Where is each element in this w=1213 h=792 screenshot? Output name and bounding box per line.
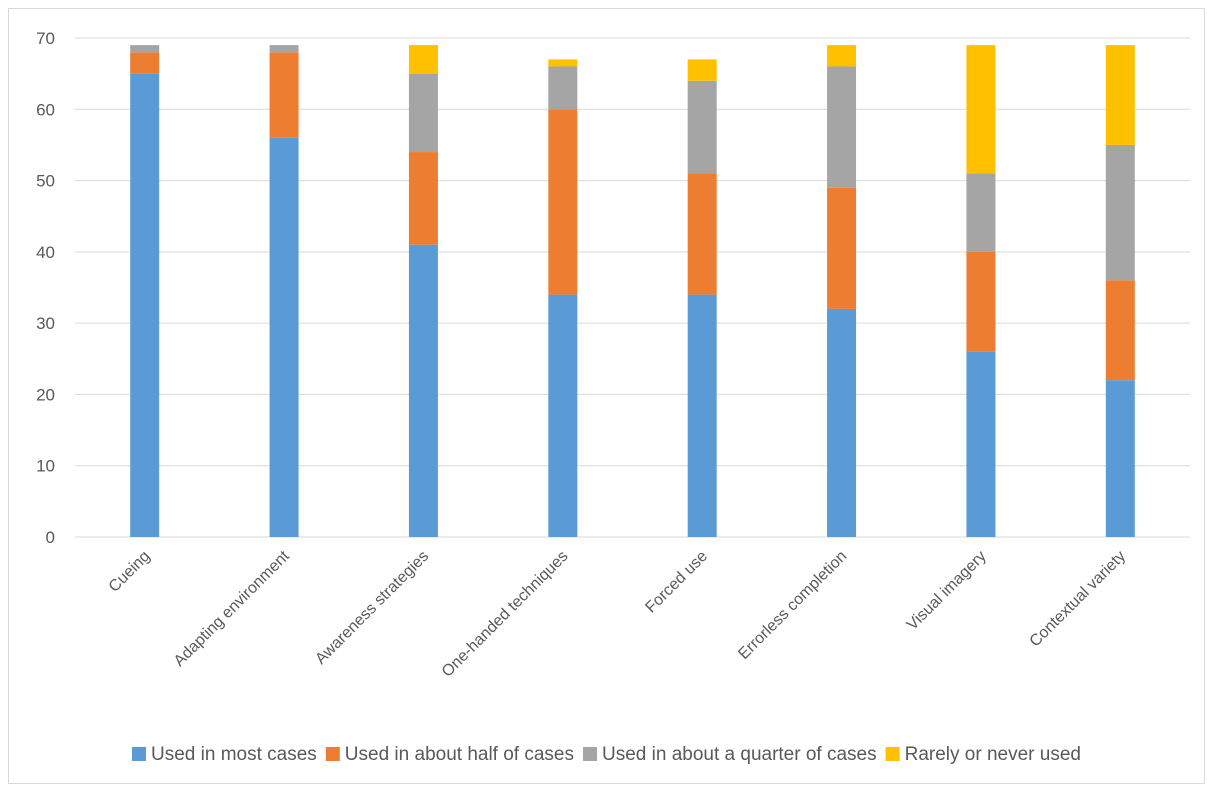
bar-segment (130, 52, 160, 74)
category-label: Cueing (106, 548, 154, 596)
legend-swatch (325, 747, 340, 761)
bar-segment (966, 251, 996, 352)
category-label: Errorless completion (735, 548, 850, 663)
category-label: Forced use (642, 548, 711, 617)
bar-segment (408, 152, 438, 245)
legend: Used in most cases Used in about half of … (132, 744, 1081, 765)
legend-swatch (885, 747, 900, 761)
bar-segment (130, 45, 160, 53)
legend-label: Rarely or never used (905, 744, 1081, 765)
category-label: Awareness strategies (312, 548, 432, 668)
bar-segment (966, 45, 996, 174)
bar-segment (269, 45, 299, 53)
bar-segment (269, 137, 299, 538)
bar-segment (827, 66, 857, 188)
bar-segment (966, 351, 996, 537)
bar-segment (548, 66, 578, 110)
bar-segment (408, 45, 438, 74)
legend-swatch (132, 747, 147, 761)
bar-segment (1105, 380, 1135, 537)
bar-segment (687, 80, 717, 174)
bar-segment (827, 45, 857, 67)
bar-segment (1105, 144, 1135, 281)
legend-label: Used in most cases (151, 744, 317, 765)
y-tick-label: 0 (46, 528, 55, 547)
y-tick-label: 50 (36, 172, 55, 191)
bar-segment (269, 52, 299, 138)
bar-segment (966, 173, 996, 252)
y-tick-label: 30 (36, 314, 55, 333)
legend-label: Used in about a quarter of cases (602, 744, 877, 765)
bar-segment (408, 244, 438, 537)
bar-segment (687, 173, 717, 295)
category-label: Visual imagery (904, 548, 990, 634)
bar-segment (548, 294, 578, 537)
bar-segment (827, 308, 857, 537)
bar-segment (827, 187, 857, 309)
legend-swatch (583, 747, 598, 761)
bar-segment (687, 294, 717, 537)
category-label: One-handed techniques (439, 548, 572, 681)
legend-label: Used in about half of cases (345, 744, 574, 765)
bar-segment (1105, 280, 1135, 381)
bar-segment (548, 109, 578, 295)
y-tick-label: 70 (36, 29, 55, 48)
bar-segment (1105, 45, 1135, 145)
y-tick-label: 60 (36, 100, 55, 119)
bar-segment (408, 73, 438, 153)
bar-segment (548, 59, 578, 67)
y-tick-label: 20 (36, 385, 55, 404)
bar-segment (130, 73, 160, 538)
y-tick-label: 40 (36, 243, 55, 262)
category-label: Contextual variety (1027, 548, 1130, 651)
y-tick-label: 10 (36, 457, 55, 476)
bar-segment (687, 59, 717, 81)
category-label: Adapting environment (171, 547, 293, 669)
chart-area (8, 8, 1205, 784)
